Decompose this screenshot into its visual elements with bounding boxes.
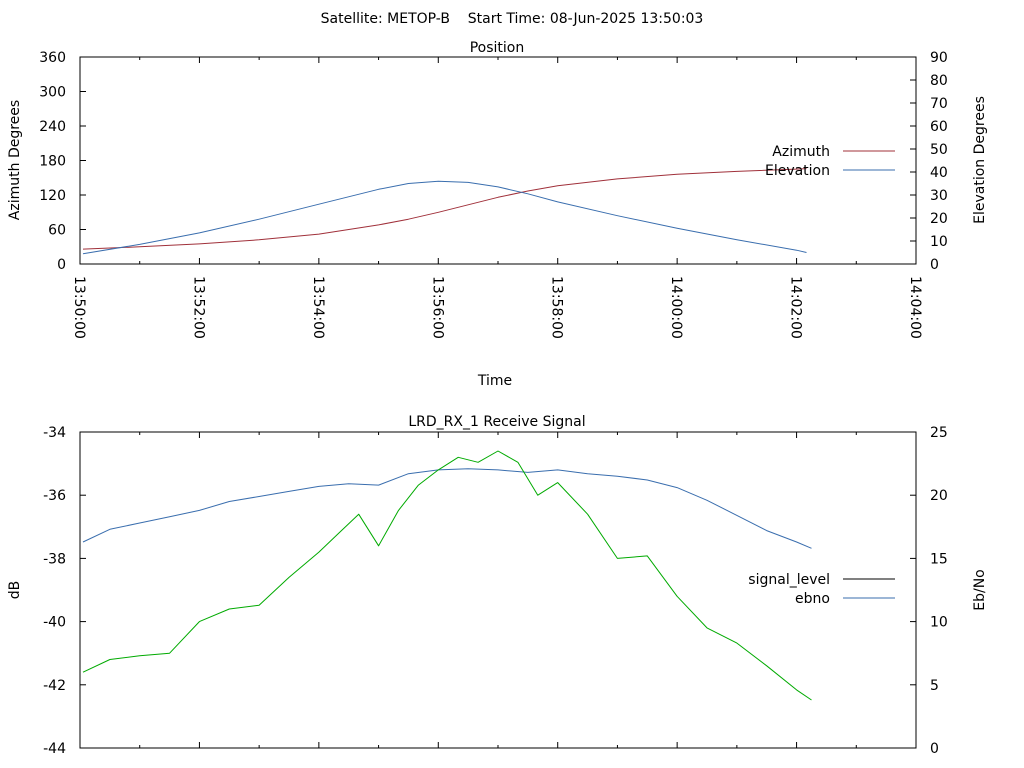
receive-signal-y-tick-label: -36 — [43, 488, 66, 504]
receive-signal-y-tick-label: -44 — [43, 741, 66, 757]
position-y2-tick-label: 80 — [930, 73, 948, 89]
position-y2-tick-label: 50 — [930, 142, 948, 158]
position-y-axis-label: Azimuth Degrees — [7, 100, 23, 220]
position-legend-label-azimuth: Azimuth — [772, 144, 830, 160]
position-series — [82, 168, 807, 255]
receive-signal-y-tick-label: -38 — [43, 551, 66, 567]
position-plot-frame — [79, 56, 917, 265]
position-x-tick-label: 14:04:00 — [907, 276, 923, 339]
receive-signal-chart-title: LRD_RX_1 Receive Signal — [408, 414, 585, 430]
position-x-tick-label: 13:58:00 — [549, 276, 565, 339]
position-y2-axis-label: Elevation Degrees — [972, 96, 988, 224]
header-title: Satellite: METOP-B Start Time: 08-Jun-20… — [321, 11, 704, 27]
receive-signal-chart: LRD_RX_1 Receive Signal dB Eb/No -44-42-… — [7, 414, 988, 757]
receive-signal-legend-label-ebno: ebno — [795, 591, 830, 607]
position-x-tick-label: 13:56:00 — [429, 276, 445, 339]
position-chart: Position Azimuth Degrees Elevation Degre… — [7, 40, 988, 389]
position-x-tick-label: 14:02:00 — [788, 276, 804, 339]
position-axis-ticks: 0 60 120 180 240 300 360 0 10 20 30 40 50 60 70 80 90 13:… — [39, 50, 948, 339]
position-y2-tick-label: 70 — [930, 96, 948, 112]
receive-signal-y2-tick-label: 25 — [930, 425, 948, 441]
position-x-tick-label: 14:00:00 — [668, 276, 684, 339]
receive-signal-plot-frame — [79, 431, 917, 749]
position-y2-tick-label: 0 — [930, 257, 939, 273]
position-series-line-elevation — [82, 180, 807, 255]
position-y-tick-label: 240 — [39, 119, 66, 135]
position-y2-tick-label: 10 — [930, 234, 948, 250]
position-y-tick-label: 360 — [39, 50, 66, 66]
receive-signal-y-tick-label: -34 — [43, 425, 66, 441]
receive-signal-y2-axis-label: Eb/No — [972, 569, 988, 611]
position-y-tick-label: 0 — [57, 257, 66, 273]
position-y-tick-label: 300 — [39, 85, 66, 101]
receive-signal-y2-tick-label: 0 — [930, 741, 939, 757]
position-y2-tick-label: 20 — [930, 211, 948, 227]
receive-signal-y-tick-label: -40 — [43, 615, 66, 631]
receive-signal-y2-tick-label: 5 — [930, 678, 939, 694]
position-legend: Azimuth Elevation — [765, 144, 895, 179]
position-y-tick-label: 120 — [39, 188, 66, 204]
position-chart-title: Position — [470, 40, 525, 56]
receive-signal-series — [82, 450, 812, 701]
position-y2-tick-label: 40 — [930, 165, 948, 181]
receive-signal-series-line-ebno — [82, 468, 812, 549]
position-y-tick-label: 180 — [39, 154, 66, 170]
position-x-axis-label: Time — [477, 373, 512, 389]
receive-signal-y-axis-label: dB — [7, 581, 23, 600]
position-y2-tick-label: 60 — [930, 119, 948, 135]
position-legend-label-elevation: Elevation — [765, 163, 830, 179]
position-y-tick-label: 60 — [48, 223, 66, 239]
receive-signal-y2-tick-label: 20 — [930, 488, 948, 504]
position-series-line-azimuth — [82, 168, 807, 250]
position-x-tick-label: 13:52:00 — [190, 276, 206, 339]
receive-signal-axis-ticks: -44 -42 -40 -38 -36 -34 0 5 10 15 20 25 — [43, 425, 948, 757]
position-x-tick-label: 13:54:00 — [310, 276, 326, 339]
receive-signal-y2-tick-label: 15 — [930, 551, 948, 567]
position-x-tick-label: 13:50:00 — [71, 276, 87, 339]
position-y2-tick-label: 30 — [930, 188, 948, 204]
receive-signal-y2-tick-label: 10 — [930, 615, 948, 631]
position-y2-tick-label: 90 — [930, 50, 948, 66]
receive-signal-y-tick-label: -42 — [43, 678, 66, 694]
receive-signal-series-line-series-2 — [82, 450, 812, 701]
receive-signal-legend-label-signal-level: signal_level — [748, 572, 830, 588]
